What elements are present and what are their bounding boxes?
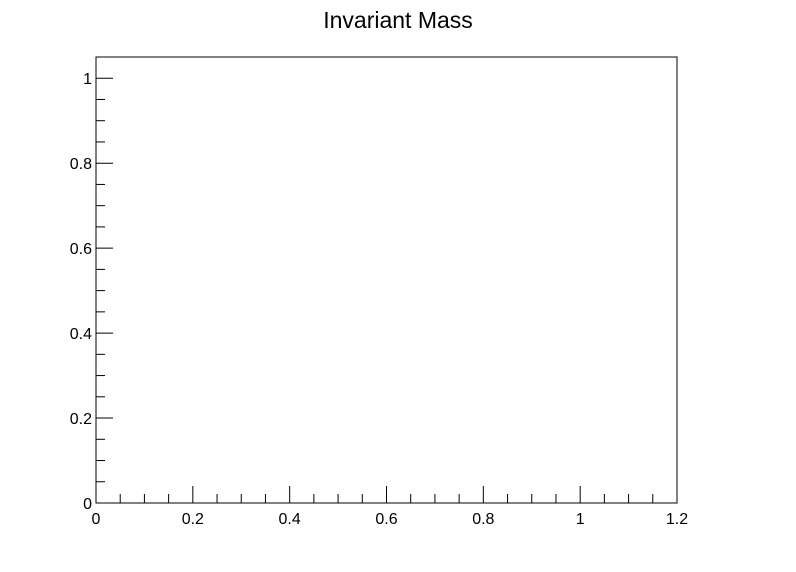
- plot-frame: [95, 56, 678, 504]
- y-axis-tick-labels: 0 0.2 0.4 0.6 0.8 1: [70, 71, 92, 513]
- y-tick-label: 0.6: [70, 241, 92, 258]
- x-tick-label: 1: [576, 511, 585, 528]
- x-tick-label: 0.8: [472, 511, 494, 528]
- y-axis-ticks: [96, 56, 113, 504]
- y-tick-label: 0.8: [70, 156, 92, 173]
- x-axis-ticks: [95, 486, 678, 503]
- chart-title: Invariant Mass: [323, 7, 473, 33]
- x-tick-label: 0.2: [182, 511, 204, 528]
- y-tick-label: 0.2: [70, 411, 92, 428]
- x-tick-label: 0.4: [279, 511, 301, 528]
- y-tick-label: 0.4: [70, 326, 92, 343]
- x-tick-label: 1.2: [666, 511, 688, 528]
- x-tick-label: 0.6: [375, 511, 397, 528]
- y-tick-label: 0: [83, 496, 92, 513]
- x-tick-label: 0: [92, 511, 101, 528]
- y-tick-label: 1: [83, 71, 92, 88]
- x-axis-tick-labels: 0 0.2 0.4 0.6 0.8 1 1.2: [92, 511, 689, 528]
